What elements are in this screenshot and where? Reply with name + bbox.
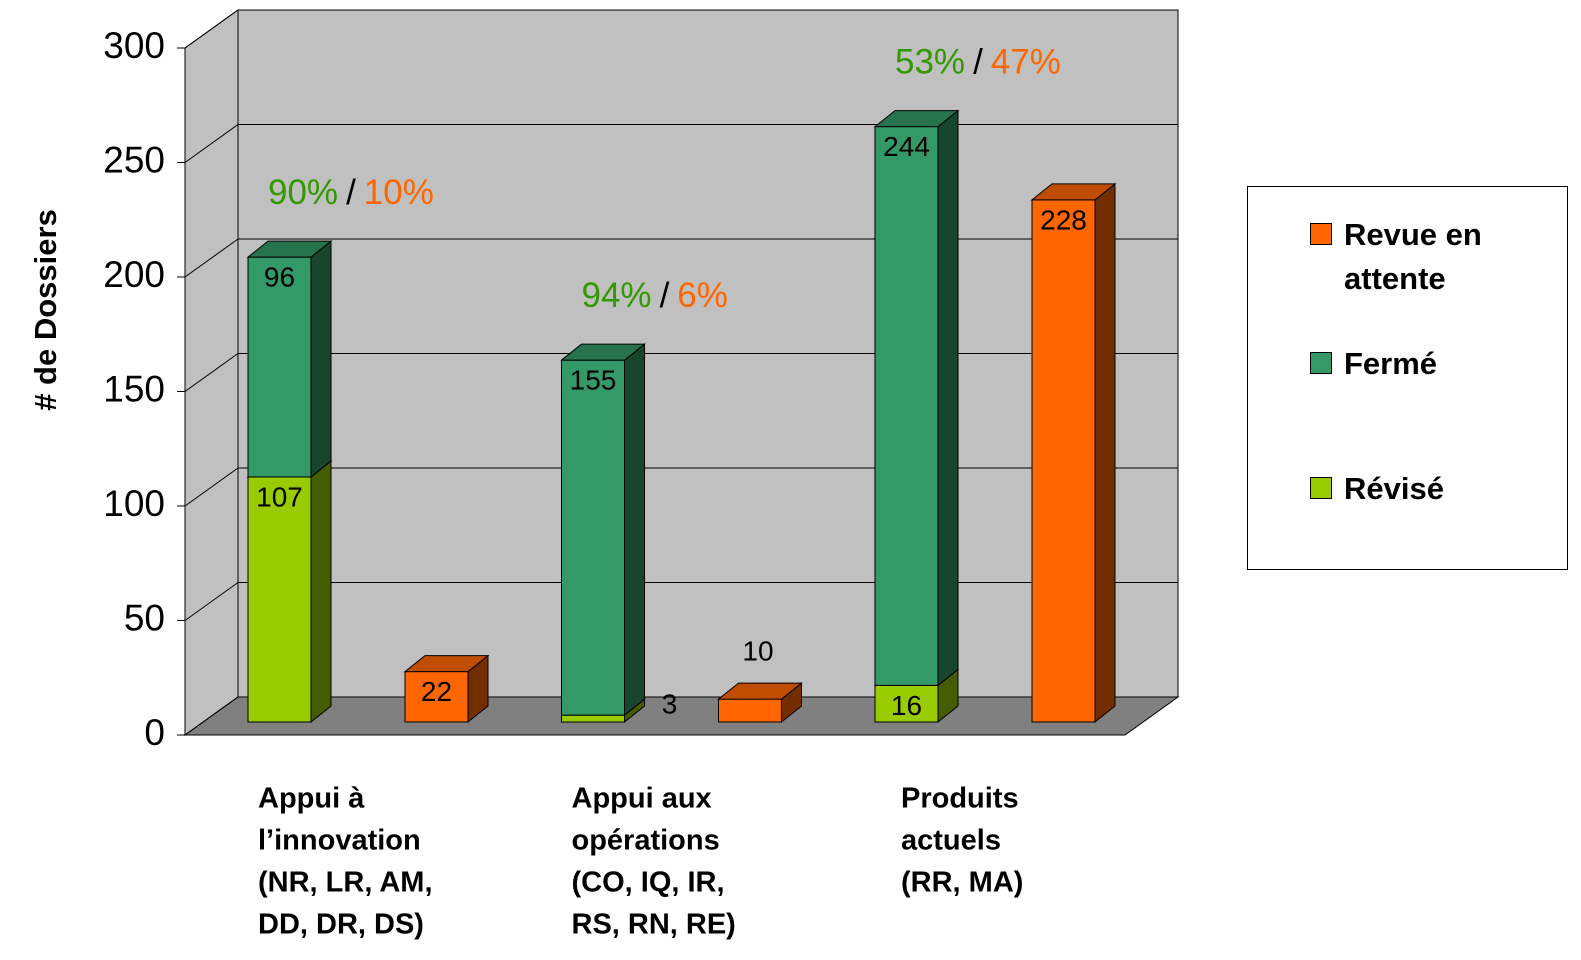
bar-front xyxy=(561,359,625,716)
annotation-part: / xyxy=(973,43,983,82)
x-tick-label: actuels xyxy=(901,825,1001,857)
value-label: 22 xyxy=(421,676,452,707)
bar-top xyxy=(246,240,333,258)
value-label: 244 xyxy=(883,131,930,162)
y-axis-label: # de Dossiers xyxy=(28,209,63,411)
annotation-part: 6% xyxy=(677,276,728,315)
value-label: 96 xyxy=(264,262,295,293)
grid-line xyxy=(184,124,239,163)
annotation: 94%/6% xyxy=(582,276,728,315)
x-tick-label: (CO, IQ, IR, xyxy=(572,867,725,899)
x-tick-label: Appui aux xyxy=(572,783,712,815)
y-tick-label: 50 xyxy=(124,597,165,638)
legend-swatch xyxy=(1310,352,1332,374)
y-tick-label: 250 xyxy=(103,139,165,180)
bar-side xyxy=(310,459,332,724)
floor xyxy=(183,696,1180,736)
y-tick-label: 100 xyxy=(103,483,165,524)
y-tick-label: 0 xyxy=(144,712,165,753)
bar-front xyxy=(561,714,625,723)
grid-line xyxy=(184,467,239,507)
x-tick-label: l’innovation xyxy=(258,825,421,857)
x-tick-label: Produits xyxy=(901,783,1019,815)
value-label: 107 xyxy=(256,481,303,512)
x-tick-label: opérations xyxy=(572,825,720,857)
x-tick-label: Appui à xyxy=(258,783,365,815)
y-tick-label: 300 xyxy=(103,25,165,66)
x-tick-label: (RR, MA) xyxy=(901,867,1023,899)
bar-front xyxy=(247,476,312,723)
value-label: 16 xyxy=(891,690,922,721)
bar-side xyxy=(310,240,332,479)
legend-label: Révisé xyxy=(1344,471,1444,506)
annotation: 53%/47% xyxy=(895,43,1061,82)
grid-line xyxy=(184,353,239,392)
bar-side xyxy=(1094,182,1116,724)
y-tick-label: 200 xyxy=(103,254,165,295)
x-tick-label: RS, RN, RE) xyxy=(572,909,736,941)
bar-side xyxy=(937,109,959,687)
x-tick-label: DD, DR, DS) xyxy=(258,909,424,941)
bar-top xyxy=(873,110,960,128)
bar-front xyxy=(874,126,939,686)
bar-top xyxy=(717,682,803,700)
bar-front xyxy=(404,671,469,723)
legend: Revue en attente Fermé Révisé xyxy=(1247,186,1568,570)
bar-front xyxy=(247,256,312,478)
grid-line xyxy=(184,696,239,736)
value-label: 155 xyxy=(570,365,617,396)
legend-swatch xyxy=(1310,477,1332,499)
bar-front xyxy=(718,698,782,723)
annotation: 90%/10% xyxy=(268,173,434,212)
annotation-part: / xyxy=(346,173,356,212)
bar-top xyxy=(403,655,490,673)
bar-top xyxy=(1030,183,1117,201)
y-tick-label: 150 xyxy=(103,368,165,409)
annotation-part: / xyxy=(660,276,670,315)
x-tick-label: (NR, LR, AM, xyxy=(258,867,433,899)
bar-side xyxy=(624,343,645,717)
bar-front xyxy=(874,684,939,723)
value-label: 3 xyxy=(662,688,678,719)
grid-line xyxy=(184,582,239,621)
legend-swatch xyxy=(1310,223,1332,245)
bar-top xyxy=(560,343,646,361)
grid-line xyxy=(184,9,239,49)
legend-label: Revue en attente xyxy=(1344,217,1482,296)
bar-front xyxy=(1031,199,1096,723)
annotation-part: 47% xyxy=(991,43,1061,82)
value-label: 10 xyxy=(742,635,773,666)
grid-line xyxy=(184,238,239,278)
value-label: 228 xyxy=(1040,204,1087,235)
annotation-part: 94% xyxy=(582,276,652,315)
annotation-part: 90% xyxy=(268,173,338,212)
annotation-part: 10% xyxy=(364,173,434,212)
annotation-part: 53% xyxy=(895,43,965,82)
legend-label: Fermé xyxy=(1344,346,1438,381)
